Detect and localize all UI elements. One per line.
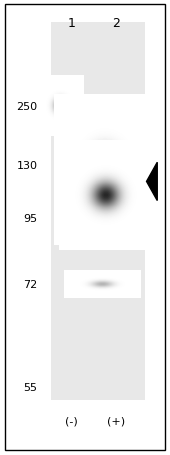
Bar xyxy=(51,23,144,400)
Text: 1: 1 xyxy=(67,17,75,30)
Text: 55: 55 xyxy=(23,382,37,392)
Polygon shape xyxy=(147,163,157,201)
Text: 72: 72 xyxy=(23,279,37,289)
Text: 250: 250 xyxy=(16,102,37,112)
Text: (-): (-) xyxy=(65,416,78,426)
Text: 2: 2 xyxy=(112,17,120,30)
Text: (+): (+) xyxy=(107,416,125,426)
Text: 95: 95 xyxy=(23,213,37,223)
Text: 130: 130 xyxy=(16,161,37,171)
